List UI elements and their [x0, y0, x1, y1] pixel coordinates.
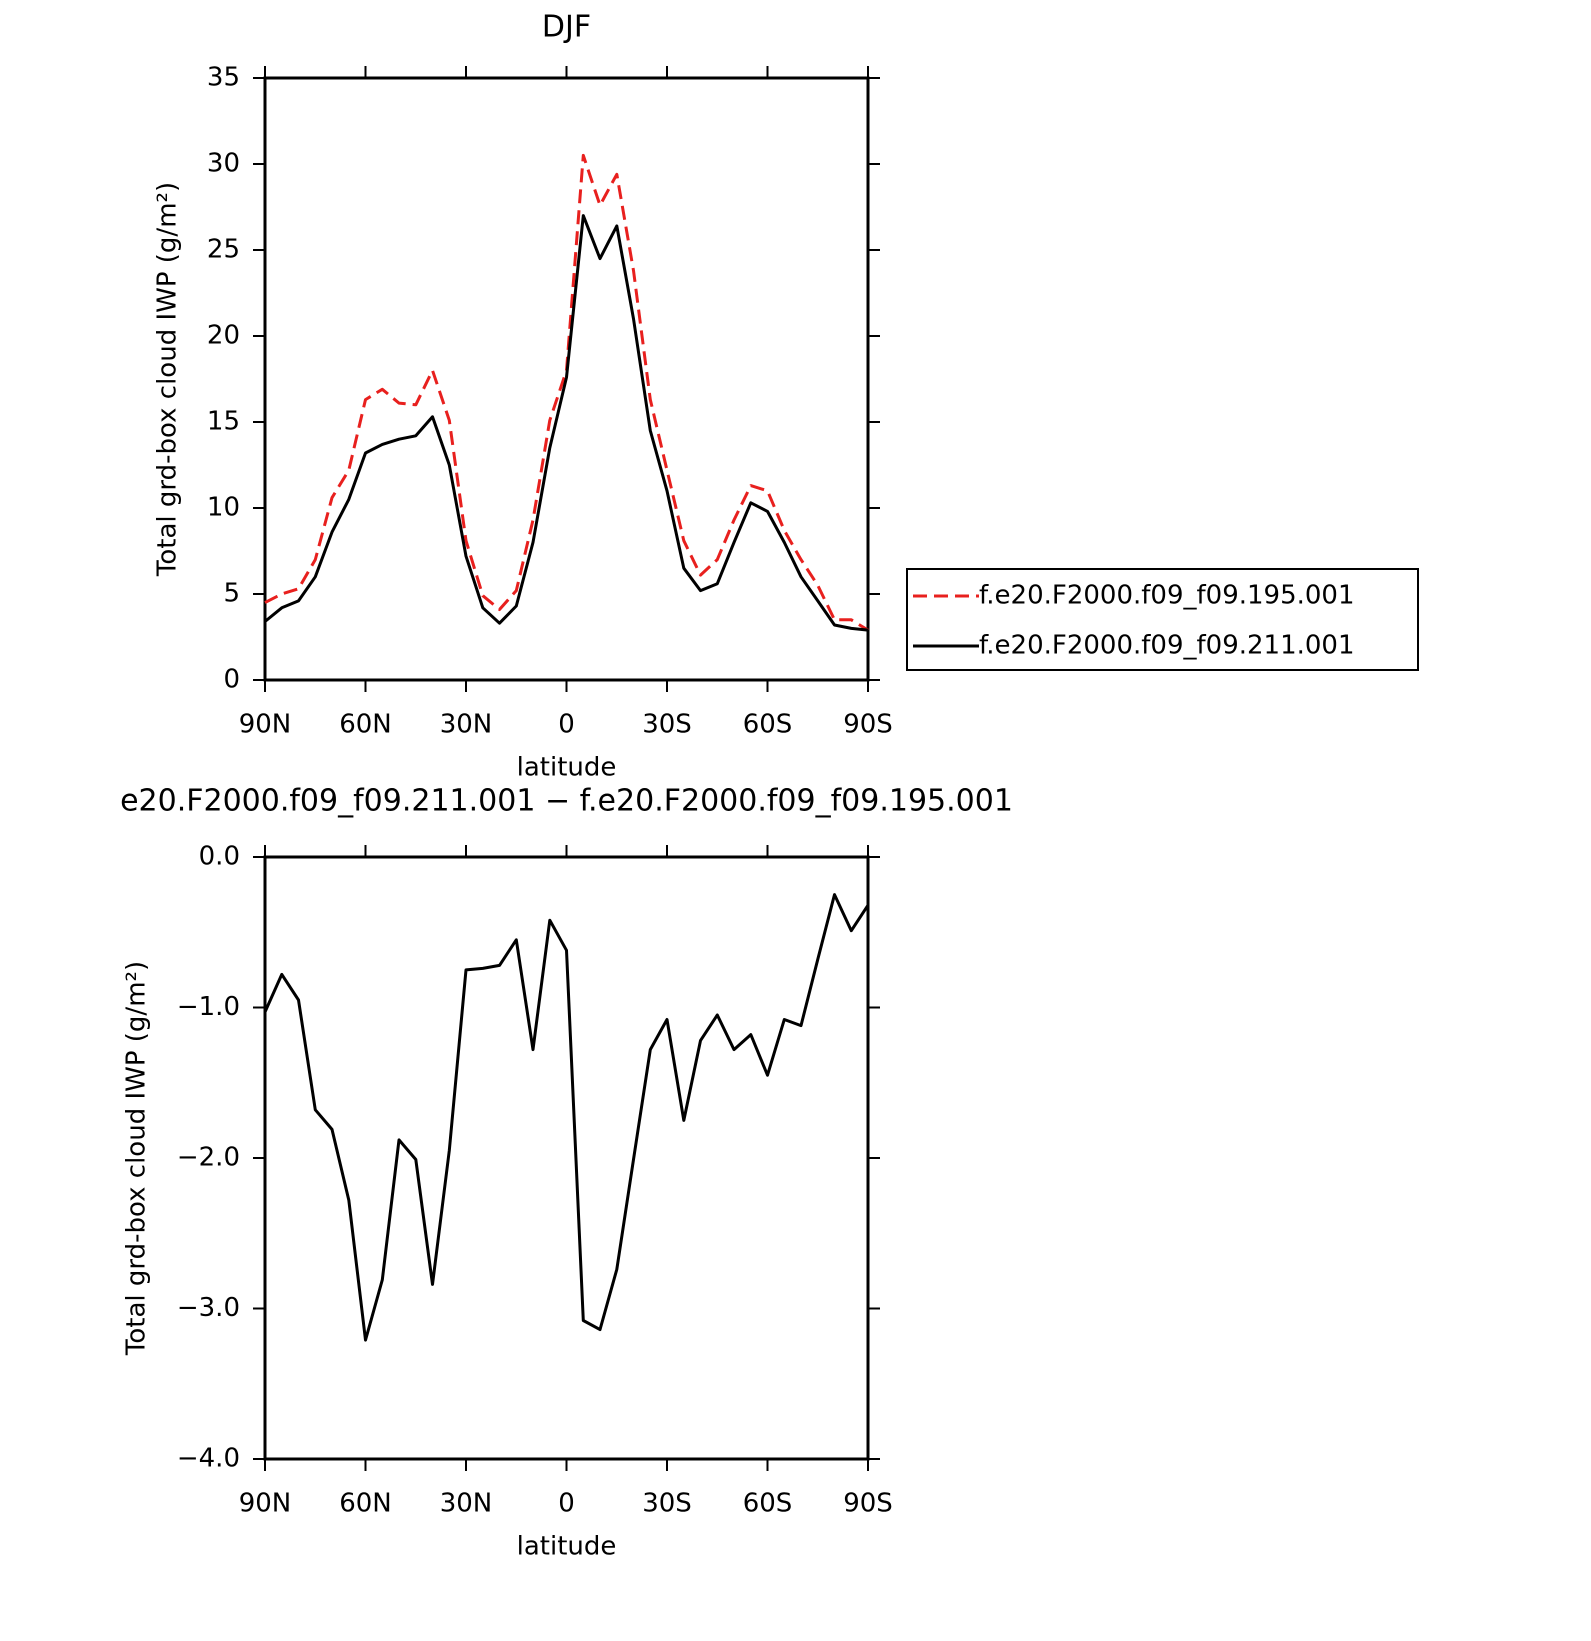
x-tick-label: 30S [642, 710, 692, 740]
x-axis-label: latitude [517, 1532, 617, 1562]
data-line [263, 893, 870, 1342]
y-tick-label: 5 [223, 579, 240, 609]
x-tick-label: 90S [843, 710, 893, 740]
plot-frame [263, 76, 870, 682]
data-line [264, 153, 869, 632]
x-tick-label: 60N [339, 710, 392, 740]
chart-title: DJF [542, 10, 591, 45]
x-tick-label: 30N [440, 710, 493, 740]
x-tick-label: 90N [239, 1489, 292, 1519]
y-tick-label: 30 [207, 149, 240, 179]
x-tick-label: 90S [843, 1489, 893, 1519]
legend-label: f.e20.F2000.f09_f09.195.001 [979, 581, 1355, 611]
y-tick-label: 15 [207, 407, 240, 437]
x-tick-label: 30N [440, 1489, 493, 1519]
x-tick-label: 90N [239, 710, 292, 740]
plot-frame [263, 855, 870, 1461]
legend-label: f.e20.F2000.f09_f09.211.001 [979, 631, 1355, 661]
y-tick-label: −4.0 [177, 1444, 240, 1474]
x-tick-label: 0 [558, 710, 575, 740]
y-axis-label: Total grd-box cloud IWP (g/m²) [122, 961, 152, 1356]
y-tick-label: −3.0 [177, 1293, 240, 1323]
y-tick-label: −2.0 [177, 1143, 240, 1173]
x-tick-label: 30S [642, 1489, 692, 1519]
y-tick-label: 20 [207, 321, 240, 351]
y-axis-label: Total grd-box cloud IWP (g/m²) [153, 182, 183, 577]
y-tick-label: 35 [207, 63, 240, 93]
x-tick-label: 0 [558, 1489, 575, 1519]
y-tick-label: 0.0 [199, 842, 240, 872]
legend-box [906, 568, 1419, 671]
y-tick-label: 0 [223, 665, 240, 695]
y-tick-label: 25 [207, 235, 240, 265]
x-axis-label: latitude [517, 753, 617, 783]
x-tick-label: 60S [743, 1489, 793, 1519]
chart-title: e20.F2000.f09_f09.211.001 − f.e20.F2000.… [120, 784, 1013, 819]
y-tick-label: −1.0 [177, 992, 240, 1022]
data-line [264, 214, 869, 632]
x-tick-label: 60N [339, 1489, 392, 1519]
x-tick-label: 60S [743, 710, 793, 740]
y-tick-label: 10 [207, 493, 240, 523]
